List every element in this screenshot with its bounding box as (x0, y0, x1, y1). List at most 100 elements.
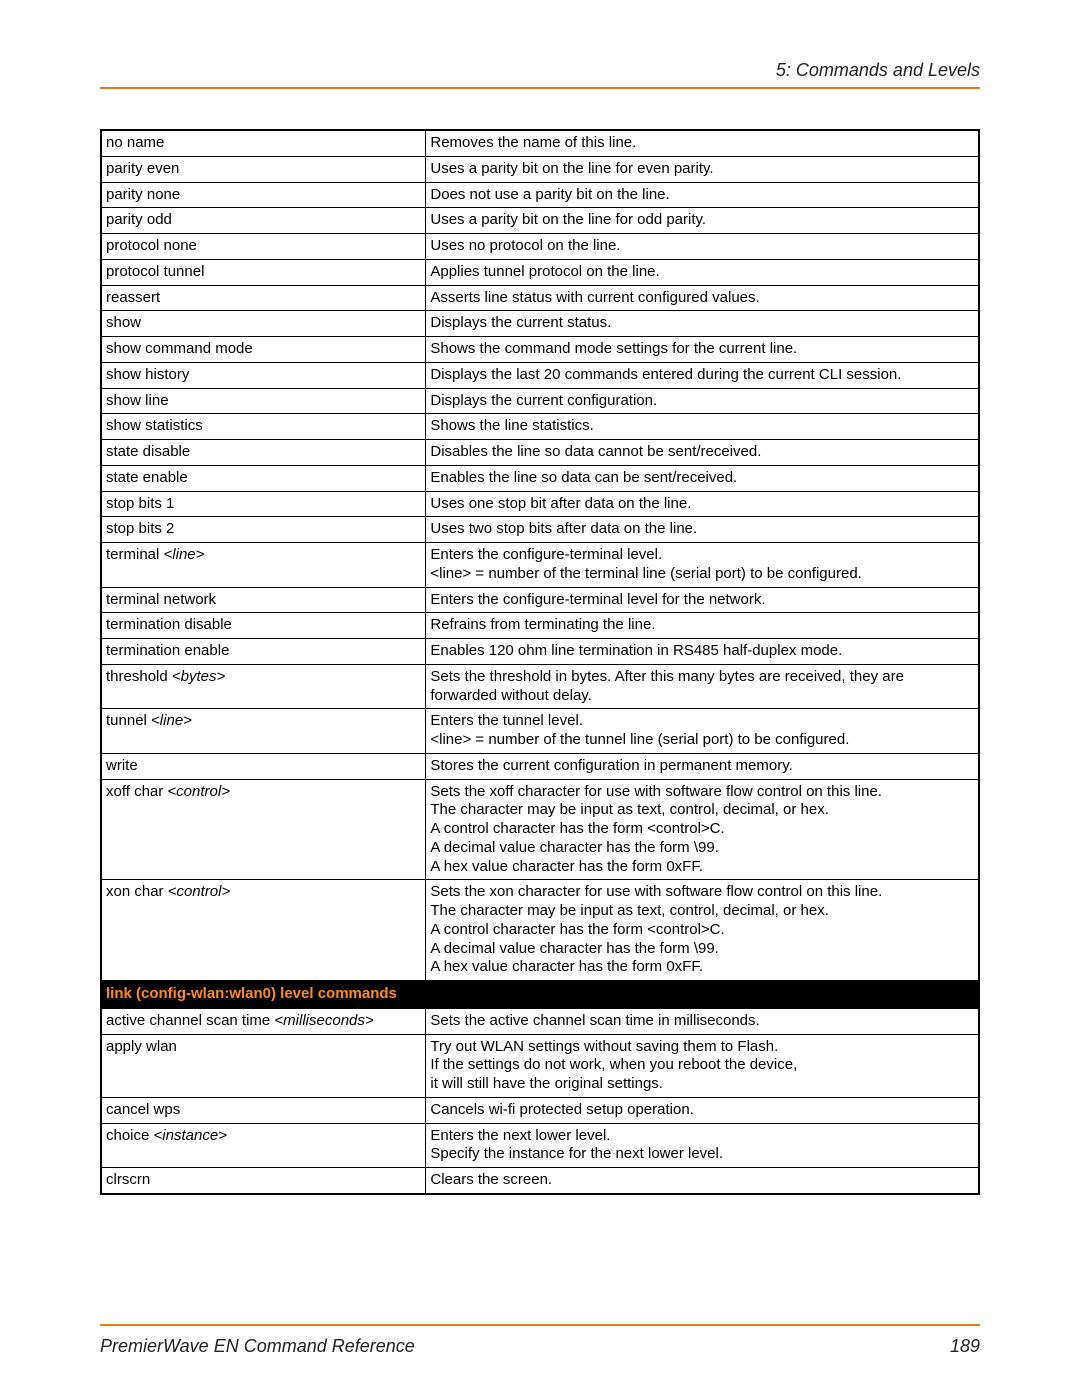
table-section-row: link (config-wlan:wlan0) level commands (101, 981, 979, 1009)
table-row: parity oddUses a parity bit on the line … (101, 208, 979, 234)
command-cell: parity even (101, 156, 426, 182)
command-cell: stop bits 2 (101, 517, 426, 543)
description-cell: Sets the xon character for use with soft… (426, 880, 979, 981)
table-row: writeStores the current configuration in… (101, 753, 979, 779)
command-param: <line> (151, 712, 192, 729)
description-cell: Sets the active channel scan time in mil… (426, 1008, 979, 1034)
table-row: active channel scan time <milliseconds>S… (101, 1008, 979, 1034)
command-cell: protocol tunnel (101, 259, 426, 285)
command-cell: show history (101, 362, 426, 388)
command-cell: choice <instance> (101, 1123, 426, 1168)
table-row: parity noneDoes not use a parity bit on … (101, 182, 979, 208)
description-cell: Displays the current status. (426, 311, 979, 337)
command-cell: termination disable (101, 613, 426, 639)
command-text: threshold (106, 668, 172, 685)
description-cell: Displays the last 20 commands entered du… (426, 362, 979, 388)
command-cell: terminal network (101, 587, 426, 613)
table-row: parity evenUses a parity bit on the line… (101, 156, 979, 182)
description-cell: Uses a parity bit on the line for odd pa… (426, 208, 979, 234)
table-row: no nameRemoves the name of this line. (101, 130, 979, 156)
table-row: termination disableRefrains from termina… (101, 613, 979, 639)
table-row: state enableEnables the line so data can… (101, 465, 979, 491)
table-row: terminal networkEnters the configure-ter… (101, 587, 979, 613)
description-cell: Disables the line so data cannot be sent… (426, 440, 979, 466)
command-cell: protocol none (101, 234, 426, 260)
description-cell: Does not use a parity bit on the line. (426, 182, 979, 208)
table-row: xon char <control> Sets the xon character… (101, 880, 979, 981)
table-row: cancel wpsCancels wi-fi protected setup … (101, 1097, 979, 1123)
command-text: xoff char (106, 783, 167, 800)
description-cell: Clears the screen. (426, 1168, 979, 1194)
command-param: <control> (168, 883, 231, 900)
command-cell: xoff char <control> (101, 779, 426, 880)
description-cell: Enables the line so data can be sent/rec… (426, 465, 979, 491)
command-param: <line> (164, 546, 205, 563)
table-row: xoff char <control>Sets the xoff charact… (101, 779, 979, 880)
description-cell: Displays the current configuration. (426, 388, 979, 414)
command-cell: active channel scan time <milliseconds> (101, 1008, 426, 1034)
description-cell: Enters the next lower level.Specify the … (426, 1123, 979, 1168)
command-text: choice (106, 1127, 154, 1144)
description-cell: Enables 120 ohm line termination in RS48… (426, 639, 979, 665)
description-cell: Enters the configure-terminal level.<lin… (426, 543, 979, 588)
command-text: xon char (106, 883, 168, 900)
description-cell: Uses no protocol on the line. (426, 234, 979, 260)
description-cell: Enters the configure-terminal level for … (426, 587, 979, 613)
table-row: protocol tunnelApplies tunnel protocol o… (101, 259, 979, 285)
footer-page-number: 189 (950, 1336, 980, 1357)
description-cell: Enters the tunnel level.<line> = number … (426, 709, 979, 754)
command-text: tunnel (106, 712, 151, 729)
command-cell: parity odd (101, 208, 426, 234)
table-row: protocol noneUses no protocol on the lin… (101, 234, 979, 260)
table-row: reassertAsserts line status with current… (101, 285, 979, 311)
commands-table: no nameRemoves the name of this line.par… (100, 129, 980, 1195)
table-row: tunnel <line> Enters the tunnel level.<li… (101, 709, 979, 754)
description-cell: Asserts line status with current configu… (426, 285, 979, 311)
command-cell: show statistics (101, 414, 426, 440)
description-cell: Refrains from terminating the line. (426, 613, 979, 639)
description-cell: Applies tunnel protocol on the line. (426, 259, 979, 285)
table-row: apply wlanTry out WLAN settings without … (101, 1034, 979, 1097)
table-row: terminal <line>Enters the configure-term… (101, 543, 979, 588)
document-page: 5: Commands and Levels no nameRemoves th… (0, 0, 1080, 1397)
table-row: choice <instance>Enters the next lower l… (101, 1123, 979, 1168)
command-cell: cancel wps (101, 1097, 426, 1123)
command-cell: terminal <line> (101, 543, 426, 588)
footer: PremierWave EN Command Reference 189 (100, 1324, 980, 1357)
description-cell: Try out WLAN settings without saving the… (426, 1034, 979, 1097)
command-param: <control> (167, 783, 230, 800)
command-param: <bytes> (172, 668, 225, 685)
command-cell: state disable (101, 440, 426, 466)
table-row: show command modeShows the command mode … (101, 337, 979, 363)
table-row: showDisplays the current status. (101, 311, 979, 337)
command-cell: show command mode (101, 337, 426, 363)
command-cell: write (101, 753, 426, 779)
command-cell: threshold <bytes> (101, 664, 426, 709)
section-header-cell: link (config-wlan:wlan0) level commands (101, 981, 979, 1009)
description-cell: Cancels wi-fi protected setup operation. (426, 1097, 979, 1123)
table-row: show historyDisplays the last 20 command… (101, 362, 979, 388)
table-row: threshold <bytes>Sets the threshold in b… (101, 664, 979, 709)
header-rule (100, 87, 980, 89)
command-cell: show line (101, 388, 426, 414)
command-param: <milliseconds> (274, 1012, 373, 1029)
table-row: stop bits 2Uses two stop bits after data… (101, 517, 979, 543)
table-row: clrscrnClears the screen. (101, 1168, 979, 1194)
description-cell: Stores the current configuration in perm… (426, 753, 979, 779)
command-text: active channel scan time (106, 1012, 274, 1029)
description-cell: Removes the name of this line. (426, 130, 979, 156)
footer-rule (100, 1324, 980, 1326)
table-row: termination enableEnables 120 ohm line t… (101, 639, 979, 665)
table-row: stop bits 1Uses one stop bit after data … (101, 491, 979, 517)
command-param: <instance> (154, 1127, 227, 1144)
description-cell: Sets the xoff character for use with sof… (426, 779, 979, 880)
footer-doc-title: PremierWave EN Command Reference (100, 1336, 415, 1357)
description-cell: Shows the line statistics. (426, 414, 979, 440)
table-row: show statisticsShows the line statistics… (101, 414, 979, 440)
chapter-header: 5: Commands and Levels (100, 60, 980, 81)
description-cell: Shows the command mode settings for the … (426, 337, 979, 363)
table-row: state disableDisables the line so data c… (101, 440, 979, 466)
command-cell: termination enable (101, 639, 426, 665)
command-cell: no name (101, 130, 426, 156)
command-cell: state enable (101, 465, 426, 491)
